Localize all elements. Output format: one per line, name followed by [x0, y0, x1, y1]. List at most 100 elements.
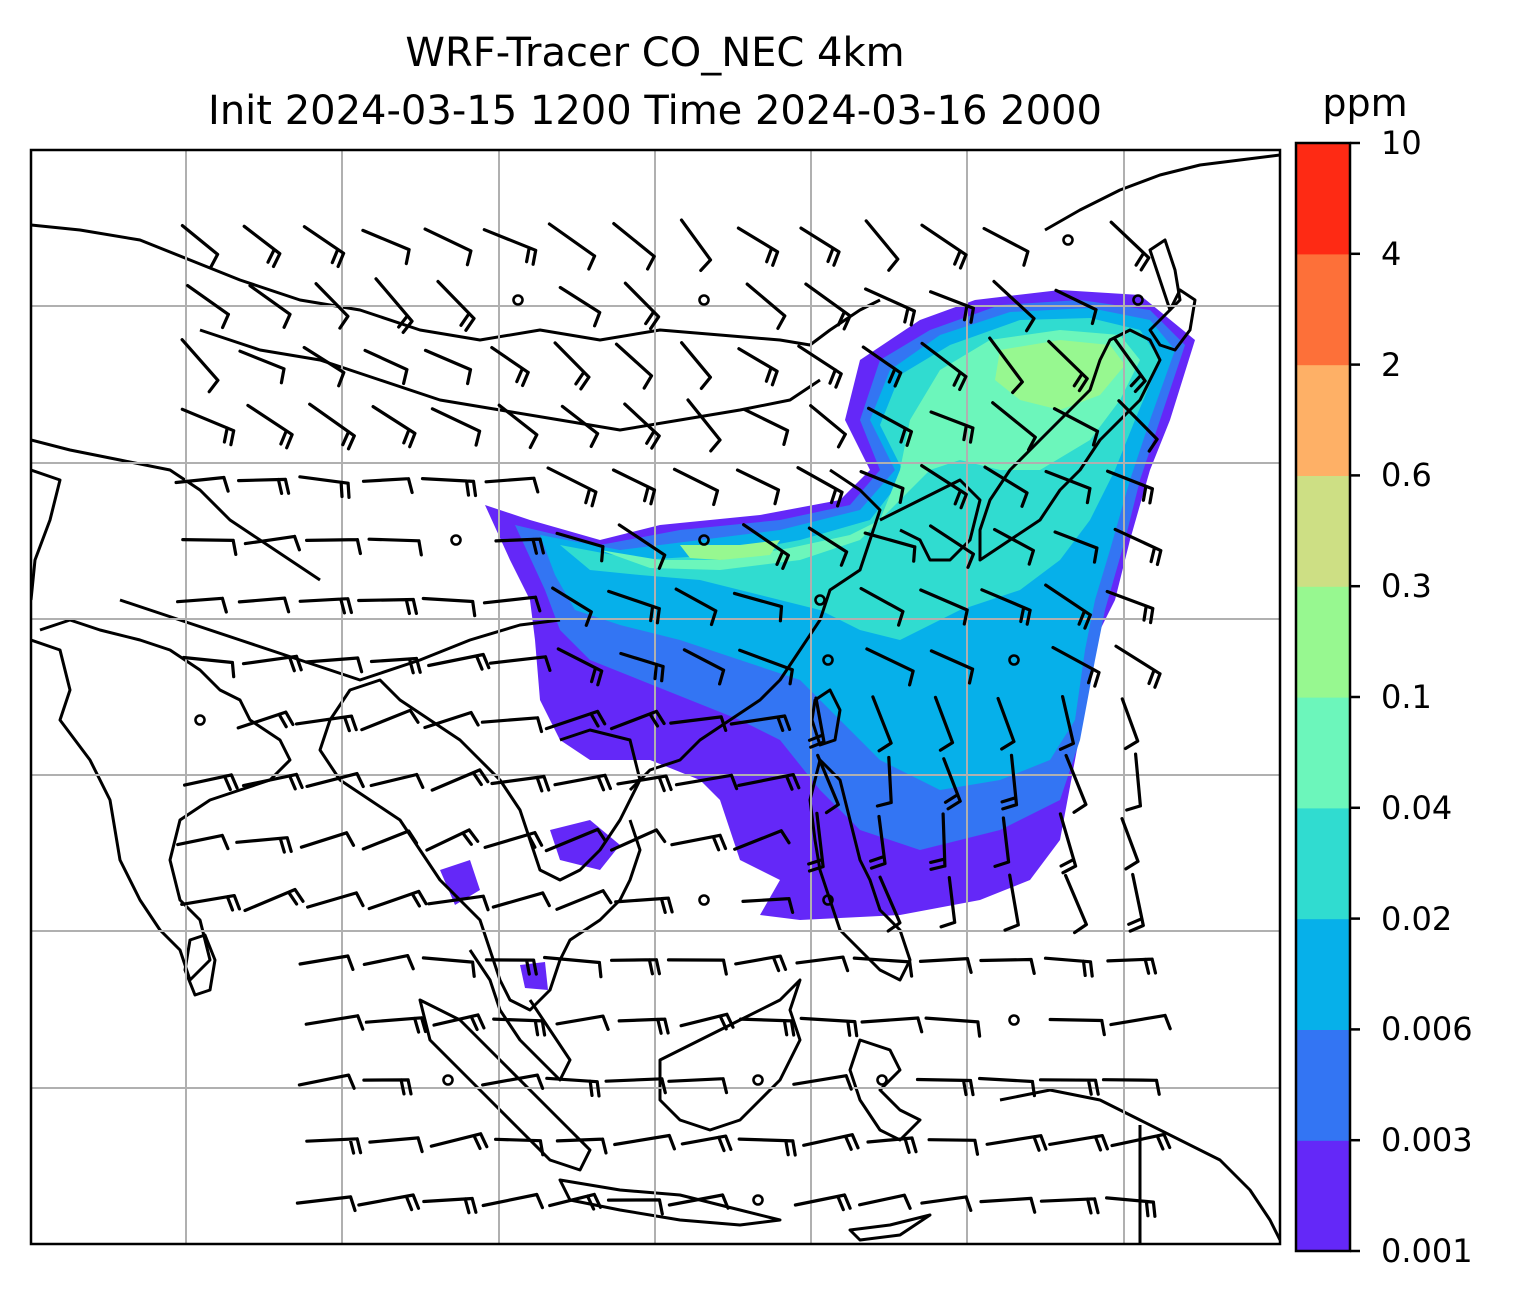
- wind-barb: [807, 696, 826, 749]
- wind-barb: [302, 345, 346, 388]
- wind-barb: [920, 341, 968, 391]
- wind-barb: [243, 887, 305, 913]
- wind-barb: [368, 1136, 424, 1154]
- coastline-timor: [848, 1213, 932, 1242]
- wind-barb: [362, 1078, 413, 1096]
- wind-barb: [674, 773, 739, 791]
- wind-barb: [852, 956, 914, 978]
- colorbar-tick-label: 0.003: [1381, 1121, 1473, 1160]
- wind-barb: [982, 226, 1030, 267]
- wind-barb: [1003, 873, 1020, 932]
- calm-wind-marker: [814, 594, 826, 606]
- wind-barb: [1105, 1196, 1157, 1218]
- wind-barb: [680, 1134, 733, 1153]
- wind-barb: [246, 403, 294, 450]
- wind-barb: [796, 466, 844, 508]
- wind-barb: [1044, 583, 1092, 630]
- wind-barb: [545, 1076, 601, 1098]
- wind-barb: [544, 827, 608, 853]
- wind-barb: [1052, 407, 1100, 447]
- wind-barb: [929, 410, 975, 444]
- wind-barb: [920, 223, 968, 270]
- wind-barb: [867, 406, 913, 447]
- wind-barb: [804, 282, 852, 331]
- wind-barb: [1044, 469, 1092, 505]
- wind-barb: [1058, 812, 1078, 875]
- wind-barb: [617, 523, 667, 570]
- colorbar-band: [1296, 253, 1350, 366]
- wind-barb: [918, 957, 973, 974]
- wind-barb: [742, 407, 790, 446]
- wind-barb: [816, 753, 840, 815]
- wind-barb: [1105, 589, 1155, 625]
- wind-barb: [1000, 753, 1019, 811]
- wind-barb: [555, 889, 613, 911]
- wind-barb: [241, 654, 303, 673]
- map-frame: [29, 148, 1282, 1246]
- wind-barb: [180, 894, 241, 912]
- colorbar-band: [1296, 918, 1350, 1030]
- wind-barb: [736, 226, 780, 267]
- wind-barb: [993, 816, 1011, 868]
- wind-barb: [176, 833, 230, 851]
- wind-barb: [299, 831, 356, 849]
- wind-barb: [686, 398, 722, 453]
- wind-barb: [1114, 644, 1162, 689]
- wind-barb: [543, 955, 603, 979]
- wind-barb: [555, 531, 605, 563]
- wind-barb: [871, 695, 893, 753]
- tracer-speck-1: [550, 820, 620, 870]
- wind-barb: [371, 405, 417, 449]
- wind-barb: [421, 596, 477, 618]
- wind-barb: [1106, 957, 1158, 975]
- border-china-west: [31, 438, 321, 582]
- wind-barb: [1048, 1017, 1106, 1037]
- wind-barb: [484, 958, 538, 976]
- wind-barb: [1120, 817, 1140, 871]
- wind-barb: [423, 348, 473, 386]
- wind-barb: [369, 772, 425, 789]
- wind-barb: [666, 958, 728, 976]
- wind-barb: [481, 1192, 544, 1210]
- wind-barb: [991, 401, 1037, 452]
- wind-barb: [490, 774, 551, 793]
- wind-barb: [180, 407, 236, 447]
- wind-barb: [737, 347, 779, 387]
- calm-wind-marker: [442, 1074, 454, 1086]
- wind-barb: [235, 836, 293, 854]
- wind-barb: [298, 954, 355, 971]
- wind-barb: [483, 831, 544, 849]
- wind-barb: [481, 1073, 545, 1090]
- wind-barb: [1043, 956, 1094, 978]
- wind-barb: [1113, 527, 1163, 567]
- wind-barb: [546, 466, 598, 508]
- wind-barb: [180, 224, 220, 269]
- wind-barb: [739, 1017, 796, 1037]
- wind-barb: [497, 403, 539, 450]
- wind-barb: [1110, 1132, 1172, 1151]
- wind-barb: [482, 228, 538, 266]
- wind-barb: [298, 597, 353, 615]
- wind-barb: [420, 477, 478, 498]
- wind-barb: [929, 524, 975, 569]
- wind-barb: [558, 285, 602, 328]
- wind-barb: [547, 222, 597, 271]
- wind-barb: [1109, 220, 1151, 272]
- wind-barb: [792, 1074, 853, 1091]
- wind-barb: [924, 1016, 982, 1038]
- calm-wind-marker: [1132, 294, 1144, 306]
- wind-barb: [297, 1073, 356, 1090]
- wind-barb: [793, 1193, 852, 1212]
- wind-barb: [929, 812, 947, 871]
- wind-barb: [422, 1196, 478, 1215]
- wind-barb: [733, 829, 791, 851]
- colorbar-band: [1296, 1140, 1350, 1252]
- wind-barb: [729, 714, 792, 732]
- wind-barb: [667, 1077, 729, 1095]
- wind-barb: [357, 597, 418, 616]
- wind-barb: [494, 537, 545, 555]
- wind-barb: [494, 1137, 545, 1157]
- wind-barb: [979, 1196, 1037, 1214]
- wind-barb: [802, 1133, 860, 1151]
